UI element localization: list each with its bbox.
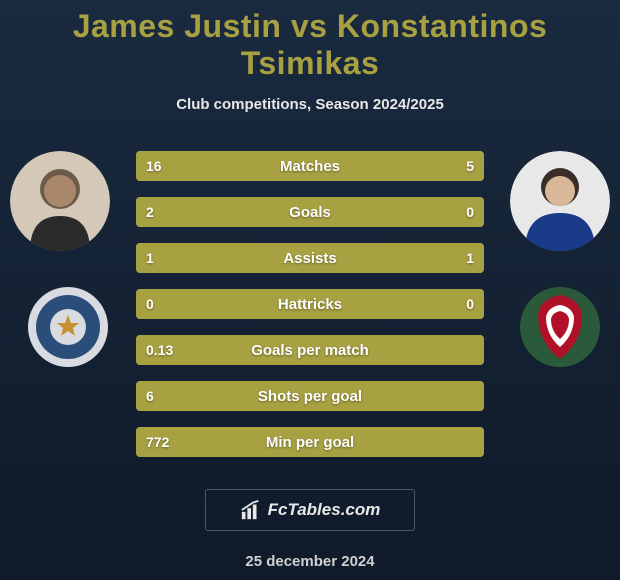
chart-icon <box>240 499 262 521</box>
club-right-crest <box>520 287 600 367</box>
stat-value-right: 0 <box>456 197 484 227</box>
stat-row: Min per goal772 <box>136 427 484 457</box>
stat-value-left: 2 <box>136 197 164 227</box>
stat-row: Matches16 5 <box>136 151 484 181</box>
stat-label: Matches <box>136 151 484 181</box>
stat-value-right <box>464 427 484 457</box>
player-left-avatar <box>10 151 110 251</box>
stat-value-left: 772 <box>136 427 179 457</box>
stat-row: Assists1 1 <box>136 243 484 273</box>
stat-value-right: 5 <box>456 151 484 181</box>
person-icon <box>510 151 610 251</box>
page-title: James Justin vs Konstantinos Tsimikas <box>0 8 620 82</box>
stat-value-right: 0 <box>456 289 484 319</box>
stat-value-left: 6 <box>136 381 164 411</box>
stat-value-right <box>464 335 484 365</box>
stat-value-left: 16 <box>136 151 172 181</box>
stat-row: Goals2 0 <box>136 197 484 227</box>
stat-label: Hattricks <box>136 289 484 319</box>
shield-icon <box>28 287 108 367</box>
stat-row: Shots per goal6 <box>136 381 484 411</box>
comparison-card: James Justin vs Konstantinos Tsimikas Cl… <box>0 0 620 580</box>
stat-bars: Matches165Goals20Assists11Hattricks00Goa… <box>136 151 484 473</box>
stat-row: Hattricks0 0 <box>136 289 484 319</box>
date-text: 25 december 2024 <box>0 553 620 570</box>
stats-area: Matches165Goals20Assists11Hattricks00Goa… <box>0 151 620 481</box>
stat-value-right <box>464 381 484 411</box>
shield-icon <box>520 287 600 367</box>
person-icon <box>10 151 110 251</box>
stat-label: Shots per goal <box>136 381 484 411</box>
brand-box: FcTables.com <box>205 489 415 531</box>
player-right-avatar <box>510 151 610 251</box>
stat-value-left: 0.13 <box>136 335 183 365</box>
stat-label: Goals <box>136 197 484 227</box>
stat-value-right: 1 <box>456 243 484 273</box>
stat-label: Goals per match <box>136 335 484 365</box>
stat-label: Assists <box>136 243 484 273</box>
stat-value-left: 1 <box>136 243 164 273</box>
club-left-crest <box>28 287 108 367</box>
stat-label: Min per goal <box>136 427 484 457</box>
stat-row: Goals per match0.13 <box>136 335 484 365</box>
subtitle: Club competitions, Season 2024/2025 <box>0 96 620 113</box>
stat-value-left: 0 <box>136 289 164 319</box>
brand-text: FcTables.com <box>268 500 381 520</box>
